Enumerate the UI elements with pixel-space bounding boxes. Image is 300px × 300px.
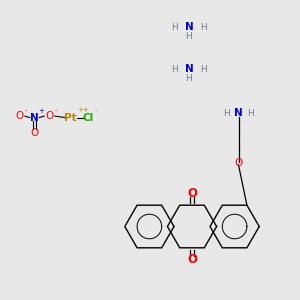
Text: +: +: [38, 108, 44, 114]
Text: H: H: [186, 74, 192, 83]
Text: H: H: [223, 109, 230, 118]
Text: H: H: [200, 22, 207, 32]
Text: H: H: [171, 22, 178, 32]
Text: O: O: [45, 111, 54, 121]
Text: Pt: Pt: [64, 112, 77, 123]
Text: -: -: [55, 108, 57, 114]
Text: N: N: [30, 112, 39, 123]
Text: N: N: [184, 64, 194, 74]
Text: ++: ++: [77, 107, 89, 113]
Text: N: N: [234, 108, 243, 118]
Text: H: H: [171, 64, 178, 74]
Text: H: H: [200, 64, 207, 74]
Text: O: O: [187, 187, 197, 200]
Text: -: -: [95, 107, 98, 113]
Text: O: O: [234, 158, 243, 168]
Text: -: -: [25, 108, 27, 114]
Text: H: H: [247, 109, 254, 118]
Text: O: O: [187, 253, 197, 266]
Text: H: H: [186, 32, 192, 41]
Text: O: O: [15, 111, 24, 121]
Text: N: N: [184, 22, 194, 32]
Text: O: O: [30, 128, 39, 138]
Text: Cl: Cl: [83, 112, 94, 123]
